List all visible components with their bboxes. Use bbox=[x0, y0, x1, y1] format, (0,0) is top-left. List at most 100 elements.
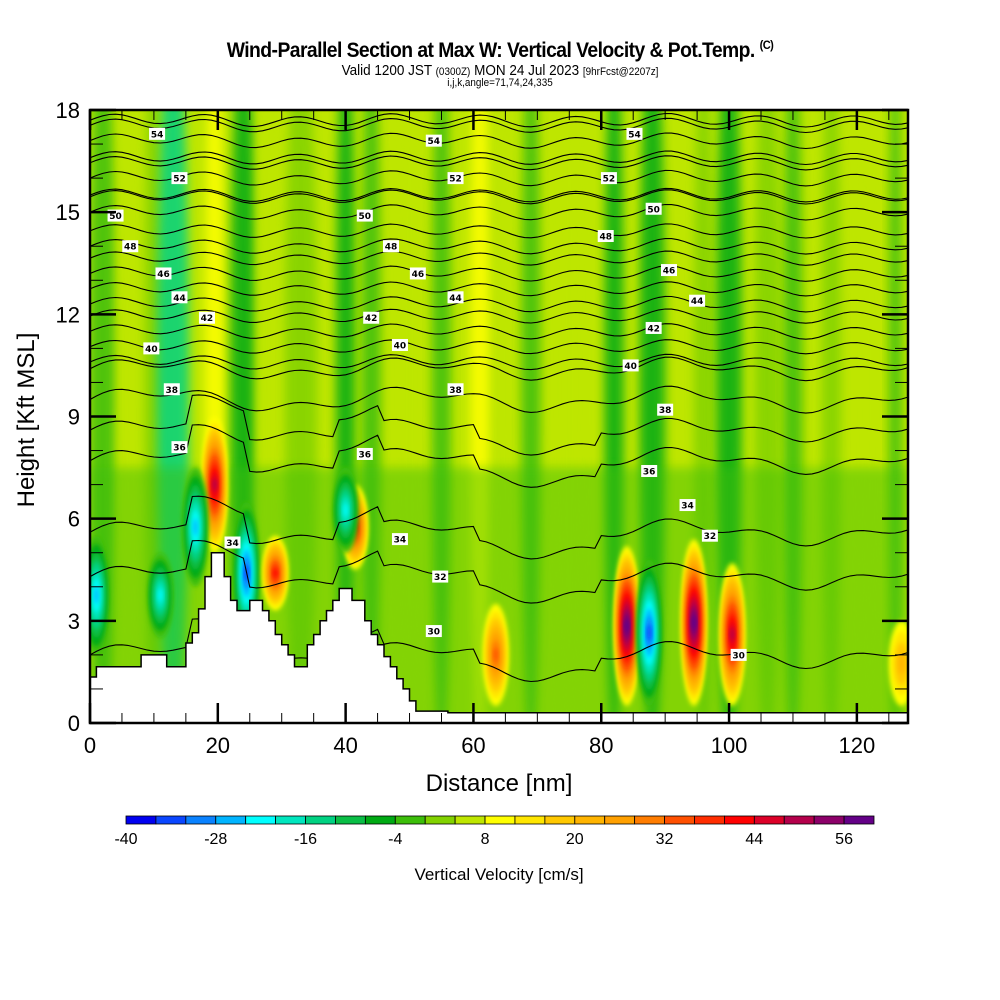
contour-label: 40 bbox=[391, 338, 408, 351]
contour-label: 54 bbox=[626, 127, 643, 140]
axis-ticks bbox=[88, 108, 908, 725]
contour-label: 30 bbox=[425, 625, 442, 638]
theta-contour-48 bbox=[90, 238, 908, 255]
contour-label-text: 32 bbox=[434, 573, 447, 583]
colorbar-swatch bbox=[394, 815, 426, 825]
contour-label: 48 bbox=[597, 230, 614, 243]
y-axis-tick-labels: 0 3 6 9 12 15 18 bbox=[56, 98, 80, 736]
theta-contour-minor bbox=[90, 281, 908, 297]
contour-label: 54 bbox=[149, 127, 166, 140]
theta-contour-labels: 54 52 50 48 46 44 42 40 38 36 54 52 50 48 46 44 42 40 38 36… bbox=[107, 127, 747, 661]
updraft-cell bbox=[898, 652, 905, 675]
theta-contour-54 bbox=[90, 132, 908, 150]
contour-label: 50 bbox=[645, 202, 662, 215]
contour-label-box bbox=[382, 240, 399, 253]
x-axis-tick-labels: 0 20 40 60 80 100 120 bbox=[84, 733, 875, 758]
contour-label: 46 bbox=[155, 267, 172, 280]
contour-label-text: 42 bbox=[647, 324, 660, 334]
contour-label: 46 bbox=[660, 264, 677, 277]
colorbar-tick-label: -16 bbox=[294, 831, 317, 848]
contour-label-box bbox=[622, 359, 639, 372]
colorbar-swatch bbox=[245, 815, 276, 825]
contour-label-box bbox=[600, 172, 617, 185]
theta-contour-52 bbox=[90, 169, 908, 187]
contour-label-box bbox=[143, 342, 160, 355]
theta-contour-minor bbox=[90, 189, 908, 205]
contour-label-box bbox=[391, 533, 408, 546]
contour-label-text: 46 bbox=[157, 270, 170, 280]
contour-label-text: 34 bbox=[226, 539, 239, 549]
contour-label-box bbox=[447, 172, 464, 185]
downdraft-cell bbox=[193, 518, 198, 536]
updraft-cell bbox=[624, 620, 629, 632]
colorbar-tick-label: 56 bbox=[835, 831, 853, 848]
chart-title-text: Wind-Parallel Section at Max W: Vertical… bbox=[226, 39, 756, 62]
colorbar-tick-label: 32 bbox=[656, 831, 674, 848]
colorbar-tick-labels: -40 -28 -16 -4 8 20 32 44 56 bbox=[114, 831, 853, 848]
contour-label: 42 bbox=[198, 311, 215, 324]
colorbar-swatch bbox=[724, 815, 755, 825]
contour-label-box bbox=[447, 291, 464, 304]
colorbar-swatch bbox=[125, 815, 157, 825]
theta-contour-minor bbox=[90, 250, 908, 266]
terrain bbox=[90, 551, 908, 723]
contour-label-text: 36 bbox=[359, 450, 372, 460]
contour-label: 36 bbox=[641, 464, 658, 477]
colorbar-swatch bbox=[783, 815, 815, 825]
updraft-cell bbox=[273, 568, 278, 578]
contour-label-box bbox=[425, 625, 442, 638]
theta-contour-46 bbox=[90, 265, 908, 282]
theta-contour-minor bbox=[90, 339, 908, 355]
updraft-cell bbox=[691, 616, 696, 629]
contour-label-box bbox=[626, 127, 643, 140]
contour-label: 34 bbox=[224, 536, 241, 549]
contour-label: 44 bbox=[689, 294, 706, 307]
downdraft-cell bbox=[343, 503, 348, 518]
theta-contour-36 bbox=[90, 424, 908, 488]
contour-label-text: 30 bbox=[732, 651, 745, 661]
contour-label-box bbox=[679, 499, 696, 512]
contour-label: 52 bbox=[447, 172, 464, 185]
contour-label: 40 bbox=[143, 342, 160, 355]
forecast-info: [9hrFcst@2207z] bbox=[582, 66, 659, 78]
colorbar-tick-label: -4 bbox=[388, 831, 402, 848]
contour-label-box bbox=[409, 267, 426, 280]
contour-label-box bbox=[657, 403, 674, 416]
contour-label-text: 48 bbox=[385, 243, 398, 253]
plot-area: 54 52 50 48 46 44 42 40 38 36 54 52 50 48 46 44 42 40 38 36… bbox=[90, 110, 908, 723]
theta-contour-minor bbox=[90, 308, 908, 324]
contour-label-text: 42 bbox=[365, 314, 378, 324]
contour-label-text: 50 bbox=[359, 212, 372, 222]
contour-label-text: 54 bbox=[151, 130, 164, 140]
colorbar-swatch bbox=[574, 815, 606, 825]
colorbar-swatch bbox=[843, 815, 875, 825]
theta-contour-minor bbox=[90, 223, 908, 239]
x-tick-label: 120 bbox=[839, 733, 876, 758]
theta-contour-42 bbox=[90, 323, 908, 340]
contour-label: 48 bbox=[382, 240, 399, 253]
contour-label: 52 bbox=[171, 172, 188, 185]
contour-label: 40 bbox=[622, 359, 639, 372]
contour-label-text: 36 bbox=[643, 467, 656, 477]
colorbar-swatch bbox=[424, 815, 456, 825]
y-tick-label: 18 bbox=[56, 98, 80, 123]
contour-label-text: 48 bbox=[124, 243, 137, 253]
contour-label: 34 bbox=[679, 499, 696, 512]
colorbar-tick-label: 8 bbox=[481, 831, 490, 848]
contour-label-text: 34 bbox=[394, 536, 407, 546]
updraft-cell bbox=[730, 627, 735, 641]
contour-label-text: 52 bbox=[173, 175, 186, 185]
colorbar bbox=[125, 815, 875, 825]
colorbar-swatch bbox=[664, 815, 695, 825]
contour-label: 38 bbox=[163, 383, 180, 396]
x-tick-label: 20 bbox=[206, 733, 230, 758]
contour-label: 38 bbox=[447, 383, 464, 396]
valid-time: Valid 1200 JST bbox=[341, 62, 432, 79]
contour-label: 32 bbox=[432, 570, 449, 583]
contour-label-text: 38 bbox=[449, 386, 462, 396]
contour-label-box bbox=[447, 383, 464, 396]
contour-label-text: 44 bbox=[449, 294, 462, 304]
x-axis-title: Distance [nm] bbox=[426, 770, 573, 797]
contour-label-box bbox=[660, 264, 677, 277]
contour-label: 38 bbox=[657, 403, 674, 416]
